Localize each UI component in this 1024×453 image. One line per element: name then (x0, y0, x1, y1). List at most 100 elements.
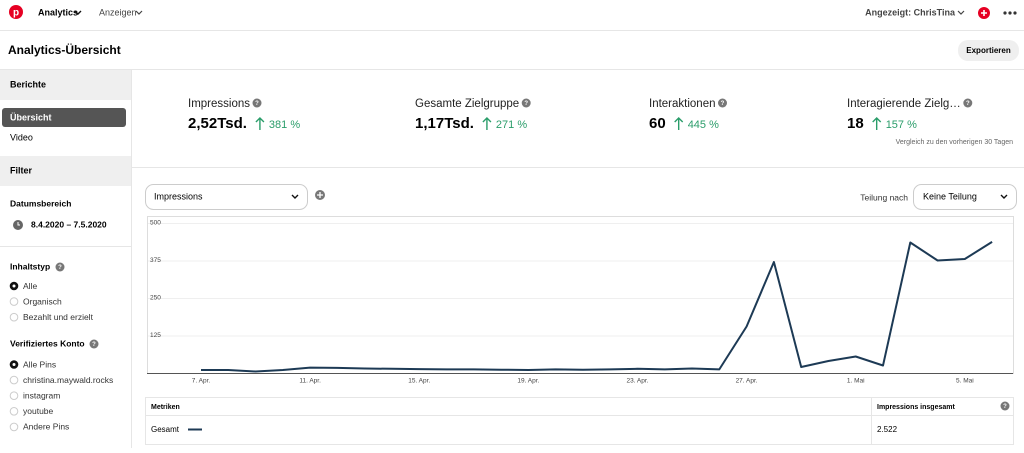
split-select[interactable] (913, 184, 1017, 210)
logo[interactable] (9, 5, 23, 19)
help-glyph: ? (255, 101, 259, 107)
table-header: Impressions insgesamt (877, 404, 955, 411)
metric-label: Gesamte Zielgruppe (415, 98, 519, 110)
chevron (957, 10, 965, 15)
radio-label[interactable]: youtube (23, 406, 54, 416)
radio-label[interactable]: Andere Pins (23, 422, 69, 432)
help-icon[interactable] (963, 98, 973, 108)
up-arrow (255, 117, 265, 130)
radio[interactable] (9, 312, 19, 322)
help-icon[interactable] (718, 98, 727, 108)
x-tick-label: 23. Apr. (626, 378, 648, 385)
page-title: Analytics-Übersicht (8, 42, 121, 57)
metric-select[interactable] (145, 184, 308, 210)
x-tick-label: 15. Apr. (408, 378, 430, 385)
y-tick-label: 250 (150, 295, 161, 302)
x-tick-label: 5. Mai (956, 378, 974, 385)
metric-change: 381 % (269, 119, 300, 131)
radio-label[interactable]: Bezahlt und erzielt (23, 312, 94, 322)
logo-glyph: p (13, 8, 19, 19)
export-label: Exportieren (966, 46, 1011, 55)
metric-change: 271 % (496, 119, 527, 131)
y-tick-label: 500 (150, 220, 161, 227)
help-glyph: ? (58, 265, 62, 271)
metric-label: Impressions (188, 98, 250, 110)
comparison-note: Vergleich zu den vorherigen 30 Tagen (896, 139, 1014, 146)
metric-label: Interaktionen (649, 98, 716, 110)
plus-icon (981, 10, 987, 16)
help-icon[interactable] (55, 262, 65, 272)
section-band (0, 70, 131, 100)
line-series (201, 241, 993, 373)
section-band (0, 156, 131, 186)
radio[interactable] (9, 391, 19, 401)
x-tick-label: 1. Mai (847, 378, 865, 385)
metric-value: 2,52Tsd. (188, 115, 247, 132)
section-heading: Berichte (10, 79, 46, 89)
radio-label[interactable]: Alle (23, 281, 37, 291)
radio-label[interactable]: Alle Pins (23, 359, 56, 369)
metric-change: 157 % (886, 119, 917, 131)
filter-heading: Inhaltstyp (10, 261, 50, 271)
radio[interactable] (9, 297, 19, 306)
up-arrow (872, 117, 882, 130)
metric-label: Interagierende Zielg… (847, 98, 961, 110)
metric-value: 1,17Tsd. (415, 115, 474, 132)
nav-item[interactable]: Anzeigen (99, 7, 137, 17)
radio[interactable] (9, 375, 19, 385)
table-cell: 2.522 (877, 425, 898, 434)
date-range[interactable]: 8.4.2020 – 7.5.2020 (31, 219, 107, 229)
export-button[interactable] (958, 40, 1019, 61)
nav-item[interactable]: Analytics (38, 7, 78, 17)
report-item[interactable]: Übersicht (10, 112, 52, 122)
chart-frame (147, 216, 1014, 374)
up-arrow (674, 117, 684, 130)
radio-label[interactable]: christina.maywald.rocks (23, 375, 113, 385)
metric-change: 445 % (688, 119, 719, 131)
filter-heading: Verifiziertes Konto (10, 338, 85, 348)
plus-icon (317, 192, 323, 198)
select-label: Impressions (154, 191, 203, 201)
x-tick-label: 7. Apr. (192, 378, 211, 385)
report-item[interactable]: Video (10, 132, 33, 142)
radio[interactable] (9, 422, 19, 432)
y-tick-label: 375 (150, 257, 161, 264)
table-cell: Gesamt (151, 425, 180, 434)
chevron (135, 10, 143, 15)
y-tick-label: 125 (150, 332, 161, 339)
help-glyph: ? (966, 101, 970, 107)
radio[interactable] (9, 407, 19, 416)
radio-dot (12, 363, 16, 366)
x-tick-label: 19. Apr. (517, 378, 539, 385)
viewer[interactable]: Angezeigt: ChrisTina (865, 7, 956, 17)
help-icon[interactable] (252, 98, 262, 108)
help-glyph: ? (92, 342, 96, 348)
up-arrow (482, 117, 492, 130)
select-label: Keine Teilung (923, 191, 977, 201)
x-tick-label: 27. Apr. (736, 378, 758, 385)
radio-label[interactable]: Organisch (23, 296, 62, 306)
x-tick-label: 11. Apr. (299, 378, 321, 385)
clock-hands (17, 222, 20, 226)
filter-heading: Datumsbereich (10, 198, 71, 208)
help-glyph: ? (1003, 404, 1007, 410)
metric-value: 18 (847, 115, 864, 132)
more-menu[interactable] (1003, 11, 1017, 15)
help-glyph: ? (721, 101, 725, 107)
help-glyph: ? (524, 101, 528, 107)
table-header: Metriken (151, 404, 180, 411)
section-heading: Filter (10, 165, 33, 175)
table (145, 397, 1014, 445)
chevron (74, 10, 82, 15)
help-icon[interactable] (1000, 401, 1010, 411)
selected-item[interactable] (2, 108, 126, 127)
radio-label[interactable]: instagram (23, 390, 60, 400)
chevron (291, 194, 299, 199)
metric-value: 60 (649, 115, 666, 132)
chevron (1000, 194, 1008, 199)
help-icon[interactable] (89, 339, 99, 349)
radio-dot (12, 284, 16, 288)
split-label: Teilung nach (860, 192, 908, 202)
help-icon[interactable] (521, 98, 531, 108)
